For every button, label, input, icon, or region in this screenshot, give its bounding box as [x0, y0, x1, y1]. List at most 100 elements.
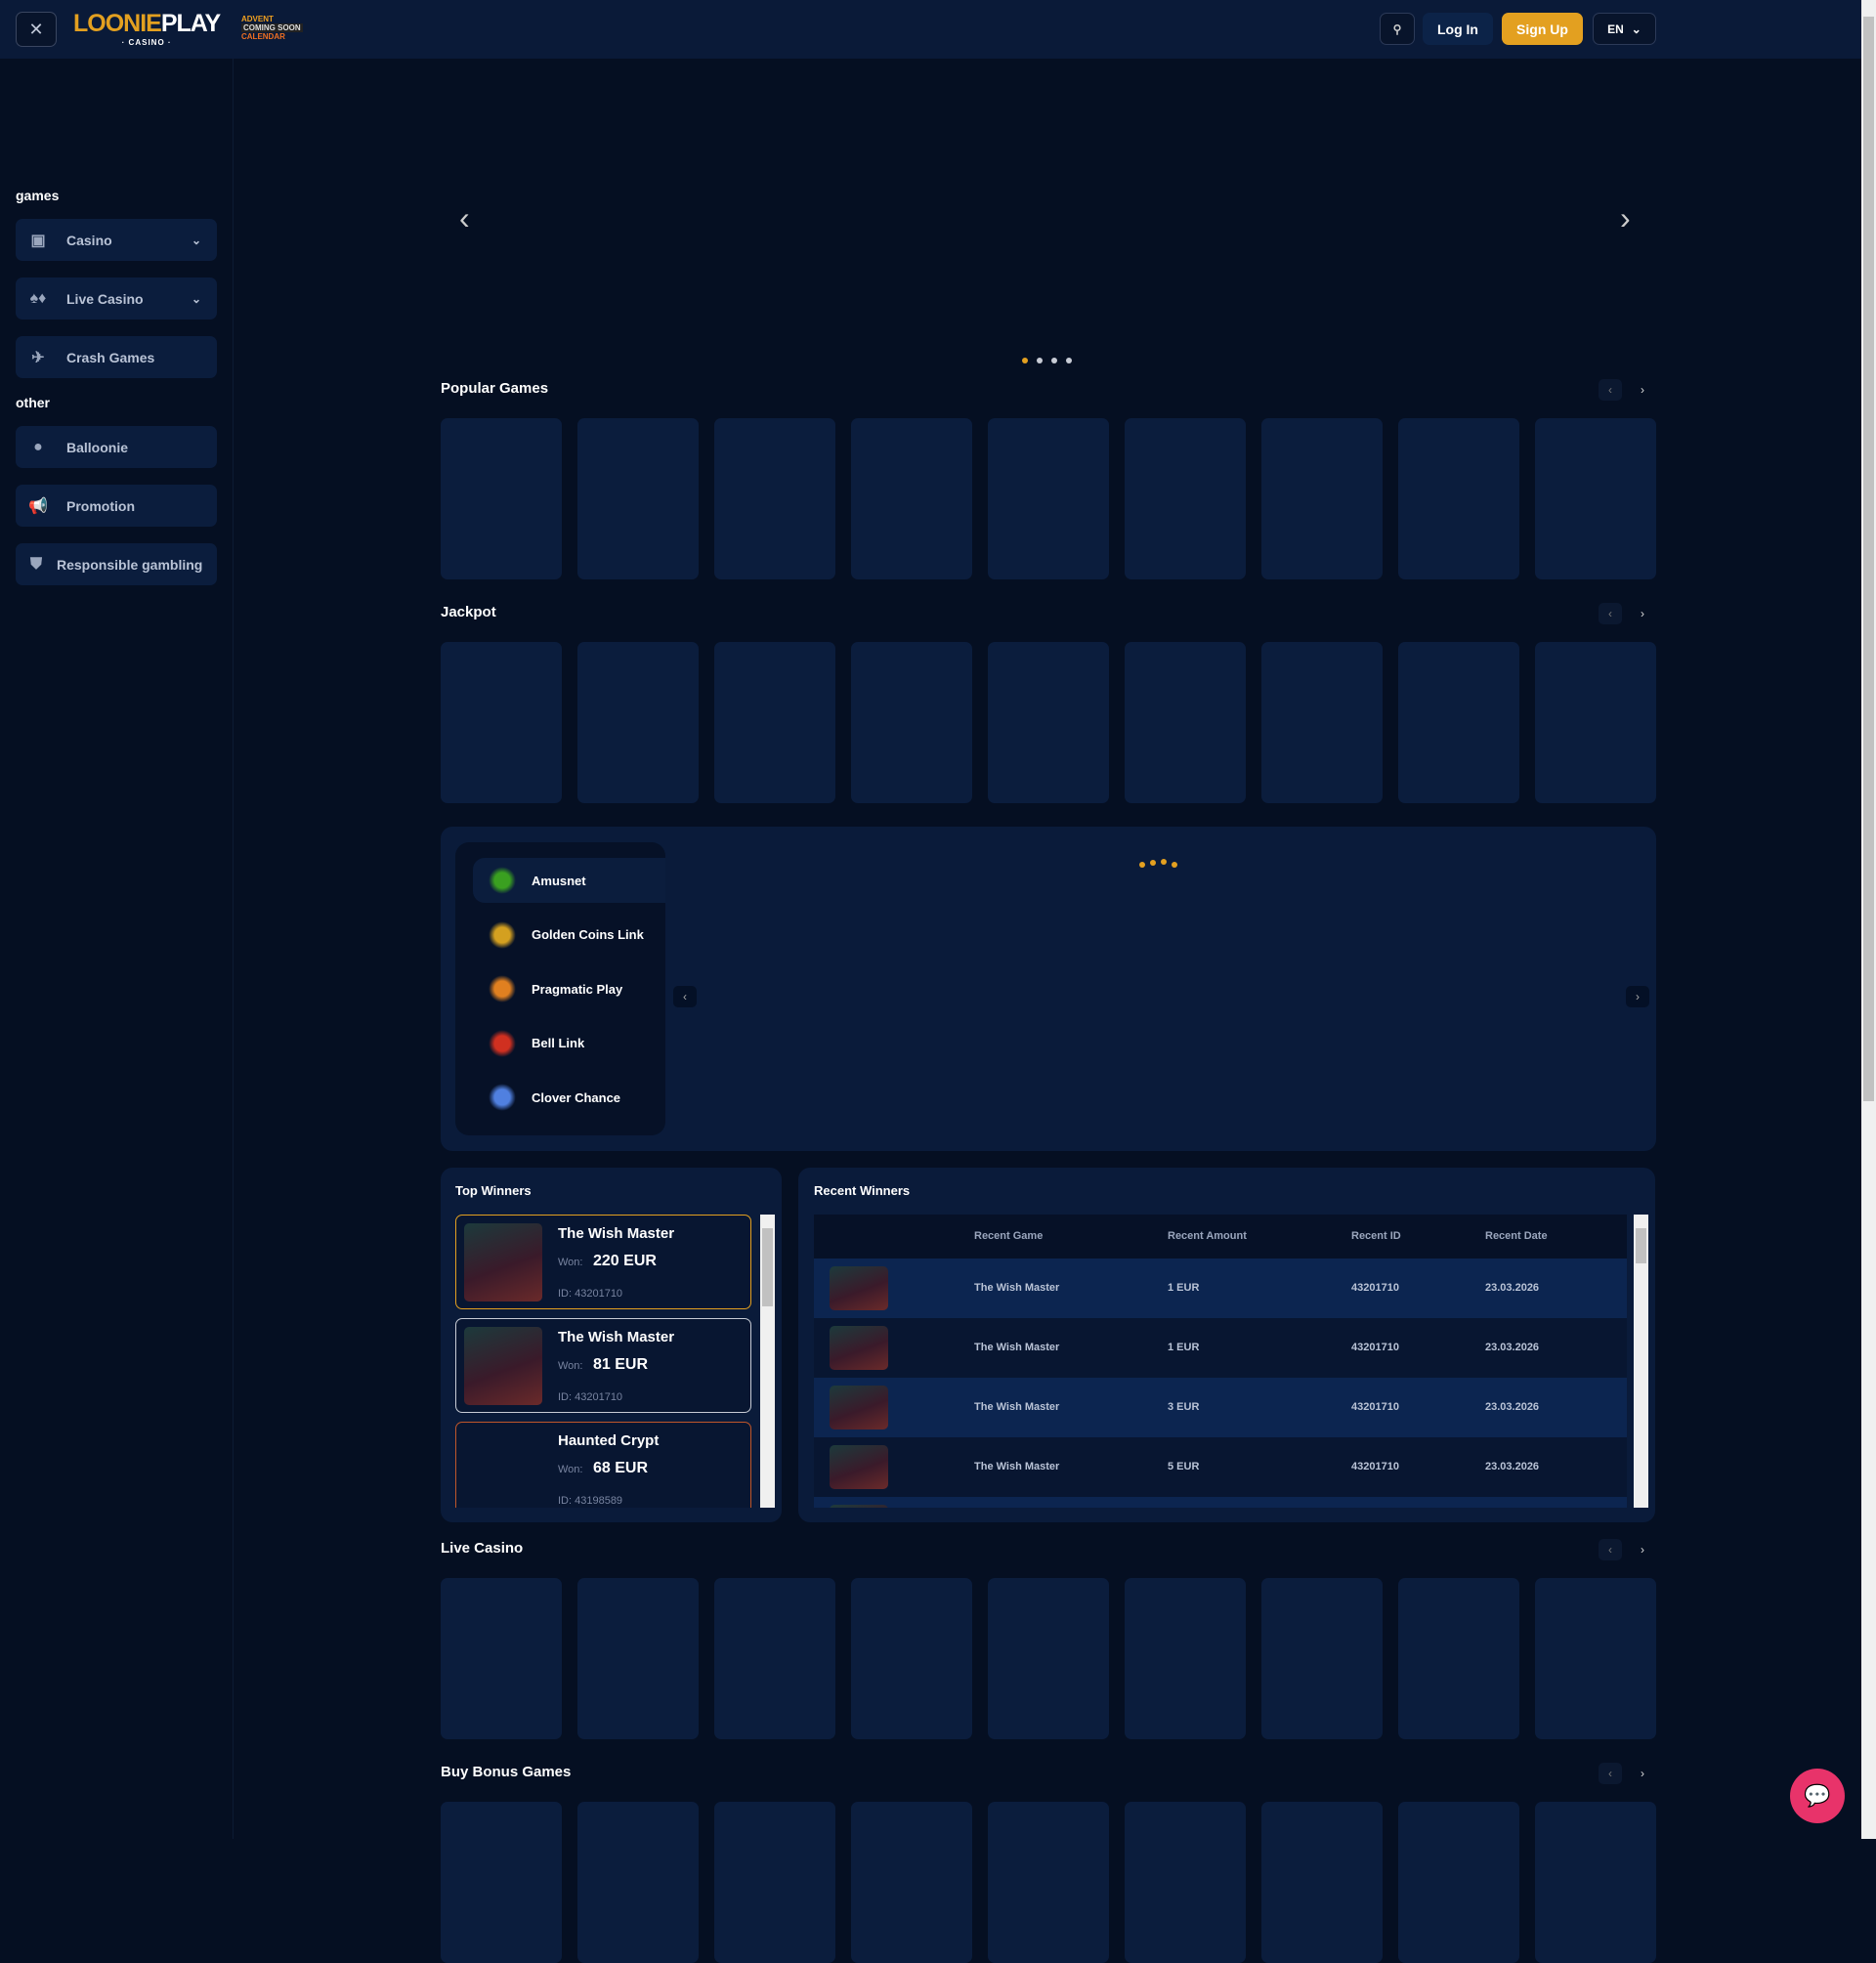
- game-tile[interactable]: [851, 1802, 972, 1963]
- game-tile[interactable]: [1535, 1578, 1656, 1739]
- banner-prev-arrow[interactable]: ‹: [459, 200, 470, 235]
- table-row[interactable]: The Wish Master 1 EUR 43201710 23.03.2026: [814, 1318, 1627, 1378]
- game-tile[interactable]: [1535, 418, 1656, 579]
- provider-item[interactable]: Amusnet: [473, 858, 665, 903]
- buybonus-prev-button[interactable]: ‹: [1599, 1763, 1622, 1784]
- game-tile[interactable]: [1261, 642, 1383, 803]
- popular-next-button[interactable]: ›: [1641, 383, 1644, 397]
- banner-dot[interactable]: [1022, 358, 1028, 363]
- game-tile[interactable]: [1261, 1802, 1383, 1963]
- game-tile[interactable]: [988, 1578, 1109, 1739]
- jackpot-prev-button[interactable]: ‹: [1599, 603, 1622, 624]
- provider-item[interactable]: Clover Chance: [473, 1075, 665, 1120]
- popular-prev-button[interactable]: ‹: [1599, 379, 1622, 401]
- provider-item[interactable]: Golden Coins Link: [473, 913, 665, 958]
- game-tile[interactable]: [577, 1578, 699, 1739]
- chevron-down-icon: ⌄: [191, 291, 201, 306]
- game-tile[interactable]: [441, 1802, 562, 1963]
- game-tile[interactable]: [1398, 642, 1519, 803]
- game-tile[interactable]: [441, 642, 562, 803]
- provider-name: Clover Chance: [532, 1089, 621, 1105]
- page-scrollbar[interactable]: [1861, 0, 1876, 1839]
- table-row[interactable]: The Wish Master 1 EUR 43201710 23.03.2026: [814, 1259, 1627, 1318]
- game-tile[interactable]: [1535, 642, 1656, 803]
- game-tile[interactable]: [1125, 1578, 1246, 1739]
- game-tile[interactable]: [577, 1802, 699, 1963]
- chevron-down-icon: ⌄: [191, 233, 201, 247]
- top-winner-card[interactable]: Haunted Crypt Won: 68 EUR ID: 43198589: [455, 1422, 751, 1508]
- signup-button[interactable]: Sign Up: [1502, 13, 1583, 45]
- section-title-buybonus: Buy Bonus Games: [441, 1764, 572, 1780]
- game-tile[interactable]: [1398, 1802, 1519, 1963]
- jackpot-next-button[interactable]: ›: [1641, 607, 1644, 620]
- banner-next-arrow[interactable]: ›: [1620, 200, 1631, 235]
- game-tile[interactable]: [1535, 1802, 1656, 1963]
- provider-logo-icon: [489, 867, 516, 894]
- recent-winners-scrollbar[interactable]: [1634, 1215, 1648, 1508]
- game-tile[interactable]: [1125, 1802, 1246, 1963]
- game-tile[interactable]: [1125, 418, 1246, 579]
- game-tile[interactable]: [714, 418, 835, 579]
- game-tile[interactable]: [851, 642, 972, 803]
- balloon-icon: ●: [33, 438, 43, 455]
- sidebar-item-balloonie[interactable]: ● Balloonie: [16, 426, 217, 468]
- provider-item[interactable]: Pragmatic Play: [473, 966, 665, 1011]
- buybonus-next-button[interactable]: ›: [1641, 1767, 1644, 1780]
- top-winner-card[interactable]: The Wish Master Won: 220 EUR ID: 43201710: [455, 1215, 751, 1309]
- cell: 23.03.2026: [1485, 1282, 1540, 1294]
- chat-button[interactable]: 💬: [1790, 1769, 1845, 1823]
- providers-prev-button[interactable]: ‹: [673, 986, 697, 1007]
- game-tile[interactable]: [577, 642, 699, 803]
- game-tile[interactable]: [1261, 418, 1383, 579]
- game-tile[interactable]: [1398, 1578, 1519, 1739]
- game-tile[interactable]: [441, 418, 562, 579]
- table-row[interactable]: [814, 1497, 1627, 1508]
- game-tile[interactable]: [1125, 642, 1246, 803]
- column-header: Recent Amount: [1168, 1230, 1247, 1242]
- game-tile[interactable]: [988, 418, 1109, 579]
- game-tile[interactable]: [988, 1802, 1109, 1963]
- section-label-games: games: [16, 188, 60, 203]
- game-tile[interactable]: [714, 1578, 835, 1739]
- search-button[interactable]: ⚲: [1380, 13, 1415, 45]
- provider-item[interactable]: Bell Link: [473, 1021, 665, 1066]
- sidebar-item-casino[interactable]: ▣ Casino ⌄: [16, 219, 217, 261]
- sidebar-item-crash-games[interactable]: ✈ Crash Games: [16, 336, 217, 378]
- game-tile[interactable]: [714, 1802, 835, 1963]
- game-tile[interactable]: [441, 1578, 562, 1739]
- banner-dot[interactable]: [1037, 358, 1043, 363]
- sidebar-item-responsible-gambling[interactable]: ⛊ Responsible gambling: [16, 543, 217, 585]
- provider-logo-icon: [489, 920, 516, 949]
- live-next-button[interactable]: ›: [1641, 1543, 1644, 1557]
- game-tile[interactable]: [714, 642, 835, 803]
- close-button[interactable]: ✕: [16, 12, 57, 47]
- game-tile[interactable]: [1261, 1578, 1383, 1739]
- game-tile[interactable]: [851, 1578, 972, 1739]
- sidebar-item-live-casino[interactable]: ♠♦ Live Casino ⌄: [16, 277, 217, 320]
- game-thumbnail: [830, 1386, 888, 1430]
- top-winner-card[interactable]: The Wish Master Won: 81 EUR ID: 43201710: [455, 1318, 751, 1413]
- sidebar-item-promotion[interactable]: 📢 Promotion: [16, 485, 217, 527]
- table-row[interactable]: The Wish Master 3 EUR 43201710 23.03.2026: [814, 1378, 1627, 1437]
- provider-logo-icon: [489, 975, 516, 1003]
- game-tile[interactable]: [1398, 418, 1519, 579]
- live-prev-button[interactable]: ‹: [1599, 1539, 1622, 1560]
- game-tile[interactable]: [988, 642, 1109, 803]
- game-thumbnail: [830, 1505, 888, 1508]
- providers-next-button[interactable]: ›: [1626, 986, 1649, 1007]
- table-row[interactable]: The Wish Master 5 EUR 43201710 23.03.2026: [814, 1437, 1627, 1497]
- login-button[interactable]: Log In: [1423, 13, 1493, 45]
- top-winners-scrollbar[interactable]: [760, 1215, 775, 1508]
- game-tile[interactable]: [851, 418, 972, 579]
- game-tile[interactable]: [577, 418, 699, 579]
- column-header: Recent ID: [1351, 1230, 1401, 1242]
- advent-calendar-badge[interactable]: ADVENT COMING SOON CALENDAR: [241, 15, 303, 41]
- language-select[interactable]: EN ⌄: [1593, 13, 1656, 45]
- cell: 1 EUR: [1168, 1342, 1200, 1353]
- sidebar-item-label: Promotion: [66, 497, 135, 514]
- game-thumbnail: [464, 1327, 542, 1405]
- banner-dot[interactable]: [1066, 358, 1072, 363]
- provider-name: Amusnet: [532, 873, 586, 888]
- banner-dot[interactable]: [1051, 358, 1057, 363]
- logo[interactable]: LOONIEPLAY · CASINO ·: [73, 10, 221, 47]
